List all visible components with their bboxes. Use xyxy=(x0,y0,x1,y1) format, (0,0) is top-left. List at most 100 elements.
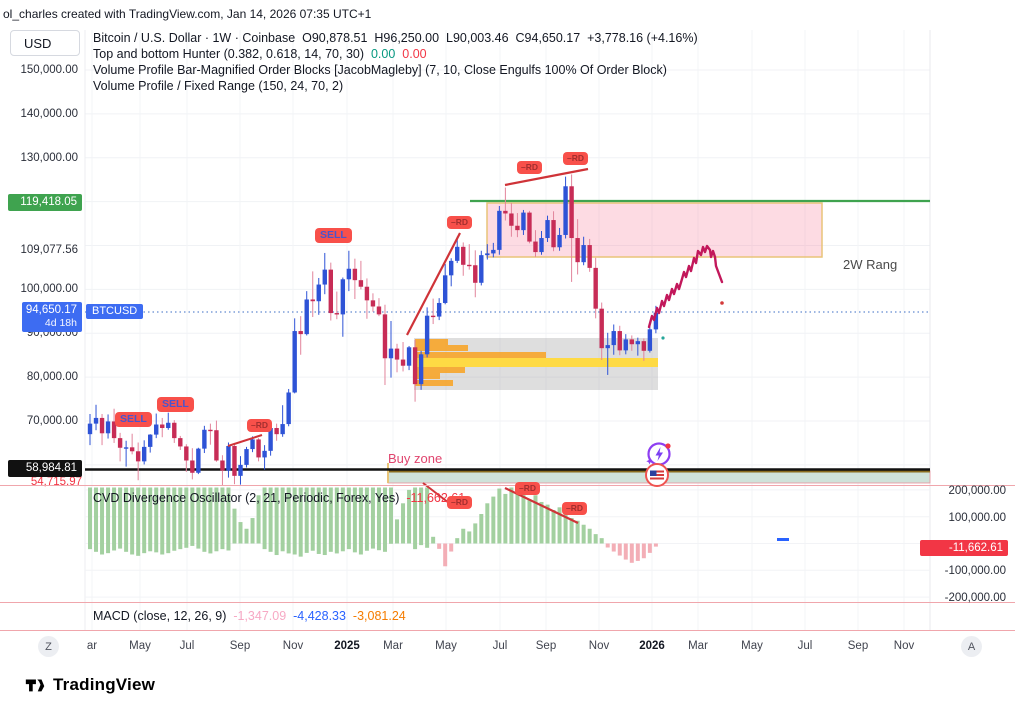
candle[interactable] xyxy=(424,315,430,355)
cvd-bar[interactable] xyxy=(328,487,333,552)
candle[interactable] xyxy=(611,331,616,346)
cvd-bar[interactable] xyxy=(641,543,646,559)
cvd-bar[interactable] xyxy=(172,487,177,551)
cvd-bar[interactable] xyxy=(100,487,105,555)
candle[interactable] xyxy=(485,253,490,256)
candle[interactable] xyxy=(497,210,502,250)
cvd-bar[interactable] xyxy=(623,543,628,560)
candle[interactable] xyxy=(406,347,412,366)
candle[interactable] xyxy=(87,423,93,435)
pane-separator[interactable] xyxy=(0,602,1015,603)
cvd-bar[interactable] xyxy=(118,487,123,549)
candle[interactable] xyxy=(623,339,628,351)
candle[interactable] xyxy=(461,246,466,265)
cvd-bar[interactable] xyxy=(521,492,526,544)
candle[interactable] xyxy=(629,339,634,345)
rd-signal-badge[interactable]: –RD xyxy=(562,502,588,515)
cvd-bar[interactable] xyxy=(130,487,135,555)
cvd-bar[interactable] xyxy=(256,495,261,544)
cvd-bar[interactable] xyxy=(316,487,321,554)
candle[interactable] xyxy=(436,302,442,317)
cvd-bar[interactable] xyxy=(503,493,508,544)
time-axis-label[interactable]: 2025 xyxy=(334,640,360,652)
cvd-bar[interactable] xyxy=(148,487,153,552)
rd-signal-badge[interactable]: –RD xyxy=(563,152,589,165)
cvd-bar[interactable] xyxy=(142,487,147,554)
candle[interactable] xyxy=(569,186,574,239)
candle[interactable] xyxy=(527,212,532,242)
candle[interactable] xyxy=(449,260,454,276)
oscillator-value-badge[interactable]: -11,662.61 xyxy=(920,540,1008,556)
candle[interactable] xyxy=(280,424,285,435)
cvd-bar[interactable] xyxy=(425,487,430,548)
cvd-bar[interactable] xyxy=(395,519,400,544)
tradingview-logo[interactable]: TradingView xyxy=(24,674,155,696)
time-axis-label[interactable]: May xyxy=(741,640,763,652)
buy-zone-label[interactable]: Buy zone xyxy=(388,451,443,466)
candle[interactable] xyxy=(641,341,647,351)
pane-separator[interactable] xyxy=(0,630,1015,631)
cvd-bar[interactable] xyxy=(136,487,141,556)
candle[interactable] xyxy=(93,417,99,424)
candle[interactable] xyxy=(647,329,653,351)
cvd-bar[interactable] xyxy=(629,543,634,563)
cvd-bar[interactable] xyxy=(485,503,490,544)
cvd-bar[interactable] xyxy=(569,518,574,544)
candle[interactable] xyxy=(111,421,117,439)
candle[interactable] xyxy=(262,450,267,458)
cvd-bar[interactable] xyxy=(346,487,351,550)
cvd-bar[interactable] xyxy=(292,487,297,555)
cvd-bar[interactable] xyxy=(106,487,111,554)
cvd-bar[interactable] xyxy=(232,508,237,544)
sell-signal-badge[interactable]: SELL xyxy=(315,228,352,243)
adjust-button[interactable]: A xyxy=(961,636,982,657)
candle[interactable] xyxy=(370,300,376,307)
candle[interactable] xyxy=(196,448,201,473)
support-price-badge[interactable]: 58,984.81 xyxy=(8,460,82,477)
candle[interactable] xyxy=(208,429,213,432)
rd-signal-badge[interactable]: –RD xyxy=(447,216,473,229)
candle[interactable] xyxy=(430,315,436,318)
cvd-bar[interactable] xyxy=(413,487,418,550)
cvd-bar[interactable] xyxy=(431,536,436,544)
cvd-bar[interactable] xyxy=(497,488,502,544)
cvd-bar[interactable] xyxy=(202,487,207,552)
time-axis-label[interactable]: Mar xyxy=(383,640,403,652)
candle[interactable] xyxy=(268,428,273,451)
rd-signal-badge[interactable]: –RD xyxy=(515,482,541,495)
cvd-bar[interactable] xyxy=(587,528,592,544)
candle[interactable] xyxy=(412,347,418,385)
cvd-bar[interactable] xyxy=(88,487,92,550)
cvd-bar[interactable] xyxy=(581,524,586,544)
time-axis-label[interactable]: Sep xyxy=(535,640,557,652)
cvd-bar[interactable] xyxy=(190,487,195,546)
candle[interactable] xyxy=(551,220,556,248)
last-price-badge[interactable]: 94,650.17 4d 18h xyxy=(22,302,82,332)
candle[interactable] xyxy=(364,286,370,301)
cvd-bar[interactable] xyxy=(575,520,580,544)
volume-profile-bar[interactable] xyxy=(415,380,453,386)
cvd-bar[interactable] xyxy=(599,538,604,544)
candle[interactable] xyxy=(605,345,610,349)
cvd-bar[interactable] xyxy=(479,514,484,544)
candle[interactable] xyxy=(376,306,382,315)
candle[interactable] xyxy=(184,446,189,461)
cvd-bar[interactable] xyxy=(352,487,357,553)
cvd-bar[interactable] xyxy=(611,543,616,552)
candle[interactable] xyxy=(491,249,496,254)
time-axis-label[interactable]: Nov xyxy=(282,640,304,652)
candle[interactable] xyxy=(581,245,586,263)
candle[interactable] xyxy=(533,241,538,253)
time-axis-label[interactable]: Jul xyxy=(492,640,508,652)
pane-separator[interactable] xyxy=(0,485,1015,486)
candle[interactable] xyxy=(99,417,105,434)
us-flag-event-icon[interactable] xyxy=(642,460,672,490)
time-axis-label[interactable]: Jul xyxy=(179,640,195,652)
candle[interactable] xyxy=(256,439,261,458)
divergence-trendline[interactable] xyxy=(227,434,263,447)
candle[interactable] xyxy=(172,422,177,439)
candle[interactable] xyxy=(304,299,309,335)
candle[interactable] xyxy=(503,210,508,214)
candle[interactable] xyxy=(238,464,243,476)
